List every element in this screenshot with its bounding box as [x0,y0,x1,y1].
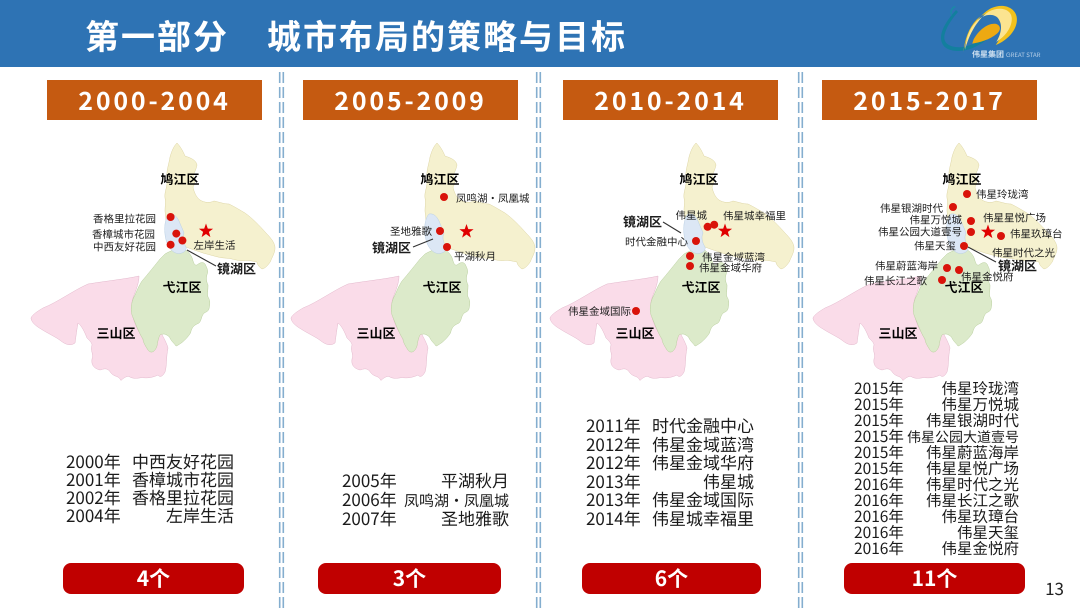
svg-text:伟星时代之光: 伟星时代之光 [992,246,1055,261]
svg-text:伟星城: 伟星城 [676,208,708,223]
svg-text:伟星金域华府: 伟星金域华府 [699,261,762,276]
svg-text:镜湖区: 镜湖区 [372,238,411,257]
svg-text:香樟城市花园: 香樟城市花园 [92,227,155,242]
svg-text:伟星公园大道壹号: 伟星公园大道壹号 [878,225,962,240]
svg-text:伟星金域国际: 伟星金域国际 [568,304,631,319]
svg-text:伟星星悦广场: 伟星星悦广场 [983,211,1046,226]
svg-text:伟星城幸福里: 伟星城幸福里 [723,209,786,224]
svg-text:香格里拉花园: 香格里拉花园 [93,211,156,226]
svg-text:镜湖区: 镜湖区 [217,259,256,278]
svg-text:伟星玖璋台: 伟星玖璋台 [1010,227,1063,242]
svg-text:时代金融中心: 时代金融中心 [625,235,688,250]
svg-text:左岸生活: 左岸生活 [194,238,236,253]
svg-text:中西友好花园: 中西友好花园 [93,240,156,255]
svg-text:镜湖区: 镜湖区 [623,212,662,231]
svg-text:伟星天玺: 伟星天玺 [914,239,956,254]
svg-text:伟星长江之歌: 伟星长江之歌 [864,274,927,289]
svg-text:伟星万悦城: 伟星万悦城 [910,213,963,228]
svg-text:伟星玲珑湾: 伟星玲珑湾 [976,187,1029,202]
svg-text:镜湖区: 镜湖区 [998,256,1037,275]
svg-text:伟星集团: 伟星集团 [972,49,1004,60]
svg-text:圣地雅歌: 圣地雅歌 [390,224,432,239]
svg-text:凤鸣湖·凤凰城: 凤鸣湖·凤凰城 [456,191,530,206]
svg-text:伟星金域蓝湾: 伟星金域蓝湾 [702,250,765,265]
svg-text:伟星蔚蓝海岸: 伟星蔚蓝海岸 [875,259,938,274]
svg-text:伟星银湖时代: 伟星银湖时代 [880,201,943,216]
svg-text:伟星金悦府: 伟星金悦府 [961,270,1014,285]
svg-text:平湖秋月: 平湖秋月 [454,249,496,264]
svg-text:GREAT STAR: GREAT STAR [1006,50,1041,59]
